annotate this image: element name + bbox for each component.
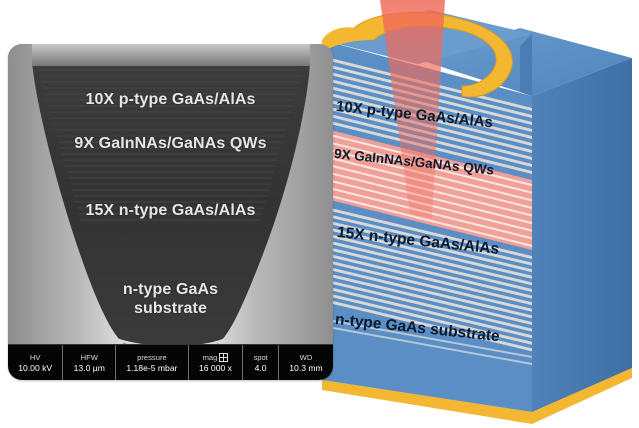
sem-info-value: 10.00 kV (18, 362, 53, 373)
sem-label-n-mirror: 15X n-type GaAs/AlAs (85, 202, 256, 219)
n-mirror-stripe (322, 272, 532, 325)
sem-label-substrate: n-type GaAs substrate (8, 280, 333, 318)
sem-info-value: 10.3 mm (289, 362, 323, 373)
sem-info-header: WD (299, 352, 313, 362)
sem-micrograph: 10X p-type GaAs/AlAs 9X GaInNAs/GaNAs QW… (8, 44, 333, 380)
n-mirror-stripe (322, 245, 532, 299)
sem-info-header: spot (253, 352, 268, 362)
sem-info-value: 16 000 x (198, 362, 232, 373)
substrate-side-face (532, 58, 632, 412)
substrate-bottom-contact (322, 368, 632, 424)
n-mirror-stripe (322, 265, 532, 319)
n-mirror-stripe (322, 232, 532, 286)
sem-info-bar: HV 10.00 kV HFW 13.0 µm pressure 1.18e-5… (8, 344, 333, 380)
n-mirror-stripe (322, 291, 532, 345)
sem-info-pressure: pressure 1.18e-5 mbar (116, 345, 189, 380)
mesa-side-face (520, 34, 532, 96)
sem-info-mag: mag 16 000 x (189, 345, 244, 380)
n-mirror-stripe (322, 252, 532, 306)
qw-stripe (322, 192, 532, 247)
sem-info-value: 4.0 (254, 362, 267, 373)
grid-icon (219, 353, 229, 362)
n-mirror-stripe (322, 285, 532, 339)
n-mirror-stripe (322, 206, 532, 259)
sem-label-substrate-line1: n-type GaAs (122, 281, 219, 298)
top-contact-ring-front (322, 27, 372, 52)
sem-image (8, 44, 333, 380)
substrate-stripe (322, 325, 532, 365)
sem-info-header: HV (29, 352, 41, 362)
n-mirror-stripe (322, 239, 532, 292)
n-mirror-stripe (322, 258, 532, 312)
sem-info-value: 1.18e-5 mbar (126, 362, 178, 373)
sem-label-substrate-line2: substrate (134, 300, 207, 317)
sem-info-hfw: HFW 13.0 µm (63, 345, 117, 380)
sem-info-wd: WD 10.3 mm (279, 345, 333, 380)
sem-label-p-mirror: 10X p-type GaAs/AlAs (85, 91, 256, 108)
n-mirror-stripe (322, 212, 532, 266)
sem-info-header: pressure (137, 352, 167, 362)
sem-info-header: HFW (80, 352, 98, 362)
n-mirror-stripe (322, 278, 532, 332)
sem-info-header-text: mag (202, 352, 218, 362)
sem-info-spot: spot 4.0 (243, 345, 280, 380)
sem-info-header: mag (203, 352, 229, 363)
n-mirror-stripe (322, 298, 532, 352)
laser-beam (380, 0, 445, 218)
sem-info-hv: HV 10.00 kV (8, 345, 64, 380)
sem-info-value: 13.0 µm (73, 362, 105, 373)
n-mirror-stripe (322, 219, 532, 273)
n-mirror-stripe (322, 225, 532, 279)
substrate-stripe (322, 318, 532, 358)
sem-label-qws: 9X GaInNAs/GaNAs QWs (74, 135, 267, 152)
